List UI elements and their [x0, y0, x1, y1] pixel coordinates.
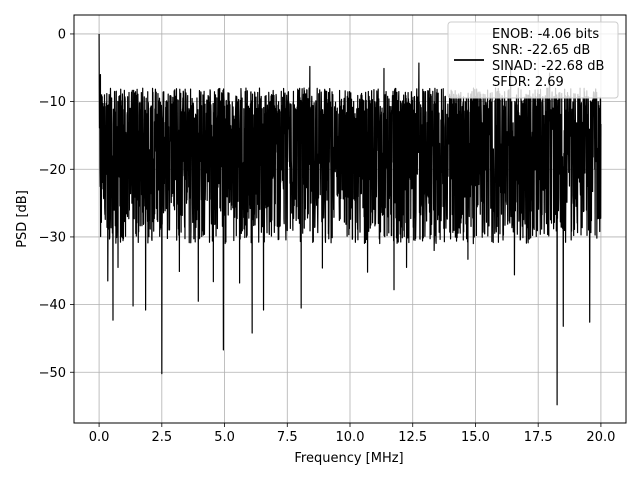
y-tick-label: −50 [39, 366, 66, 381]
x-tick-label: 10.0 [336, 430, 365, 445]
y-tick-label: −20 [39, 163, 66, 178]
psd-series-line [98, 33, 602, 406]
x-tick-label: 5.0 [214, 430, 235, 445]
x-tick-label: 15.0 [461, 430, 490, 445]
x-axis-label: Frequency [MHz] [294, 451, 403, 466]
x-tick-label: 12.5 [398, 430, 427, 445]
x-tick-label: 20.0 [586, 430, 615, 445]
y-axis-label: PSD [dB] [15, 190, 30, 248]
y-tick-label: 0 [58, 27, 66, 42]
legend-text-line: SFDR: 2.69 [492, 75, 564, 90]
y-tick-label: −30 [39, 230, 66, 245]
y-tick-label: −40 [39, 298, 66, 313]
series-layer [98, 33, 602, 406]
x-tick-label: 2.5 [151, 430, 172, 445]
x-tick-label: 0.0 [89, 430, 110, 445]
legend-box [447, 21, 619, 99]
legend-text-line: ENOB: -4.06 bits [492, 27, 599, 42]
x-tick-label: 7.5 [277, 430, 298, 445]
x-tick-label: 17.5 [524, 430, 553, 445]
tick-layer: 0.0 2.5 5.0 7.5 10.0 12.5 15.0 17.5 20.0 0 −10 −20 −… [39, 27, 616, 445]
y-tick-label: −10 [39, 95, 66, 110]
legend-text-line: SNR: -22.65 dB [492, 43, 590, 58]
legend-text-line: SINAD: -22.68 dB [492, 59, 604, 74]
